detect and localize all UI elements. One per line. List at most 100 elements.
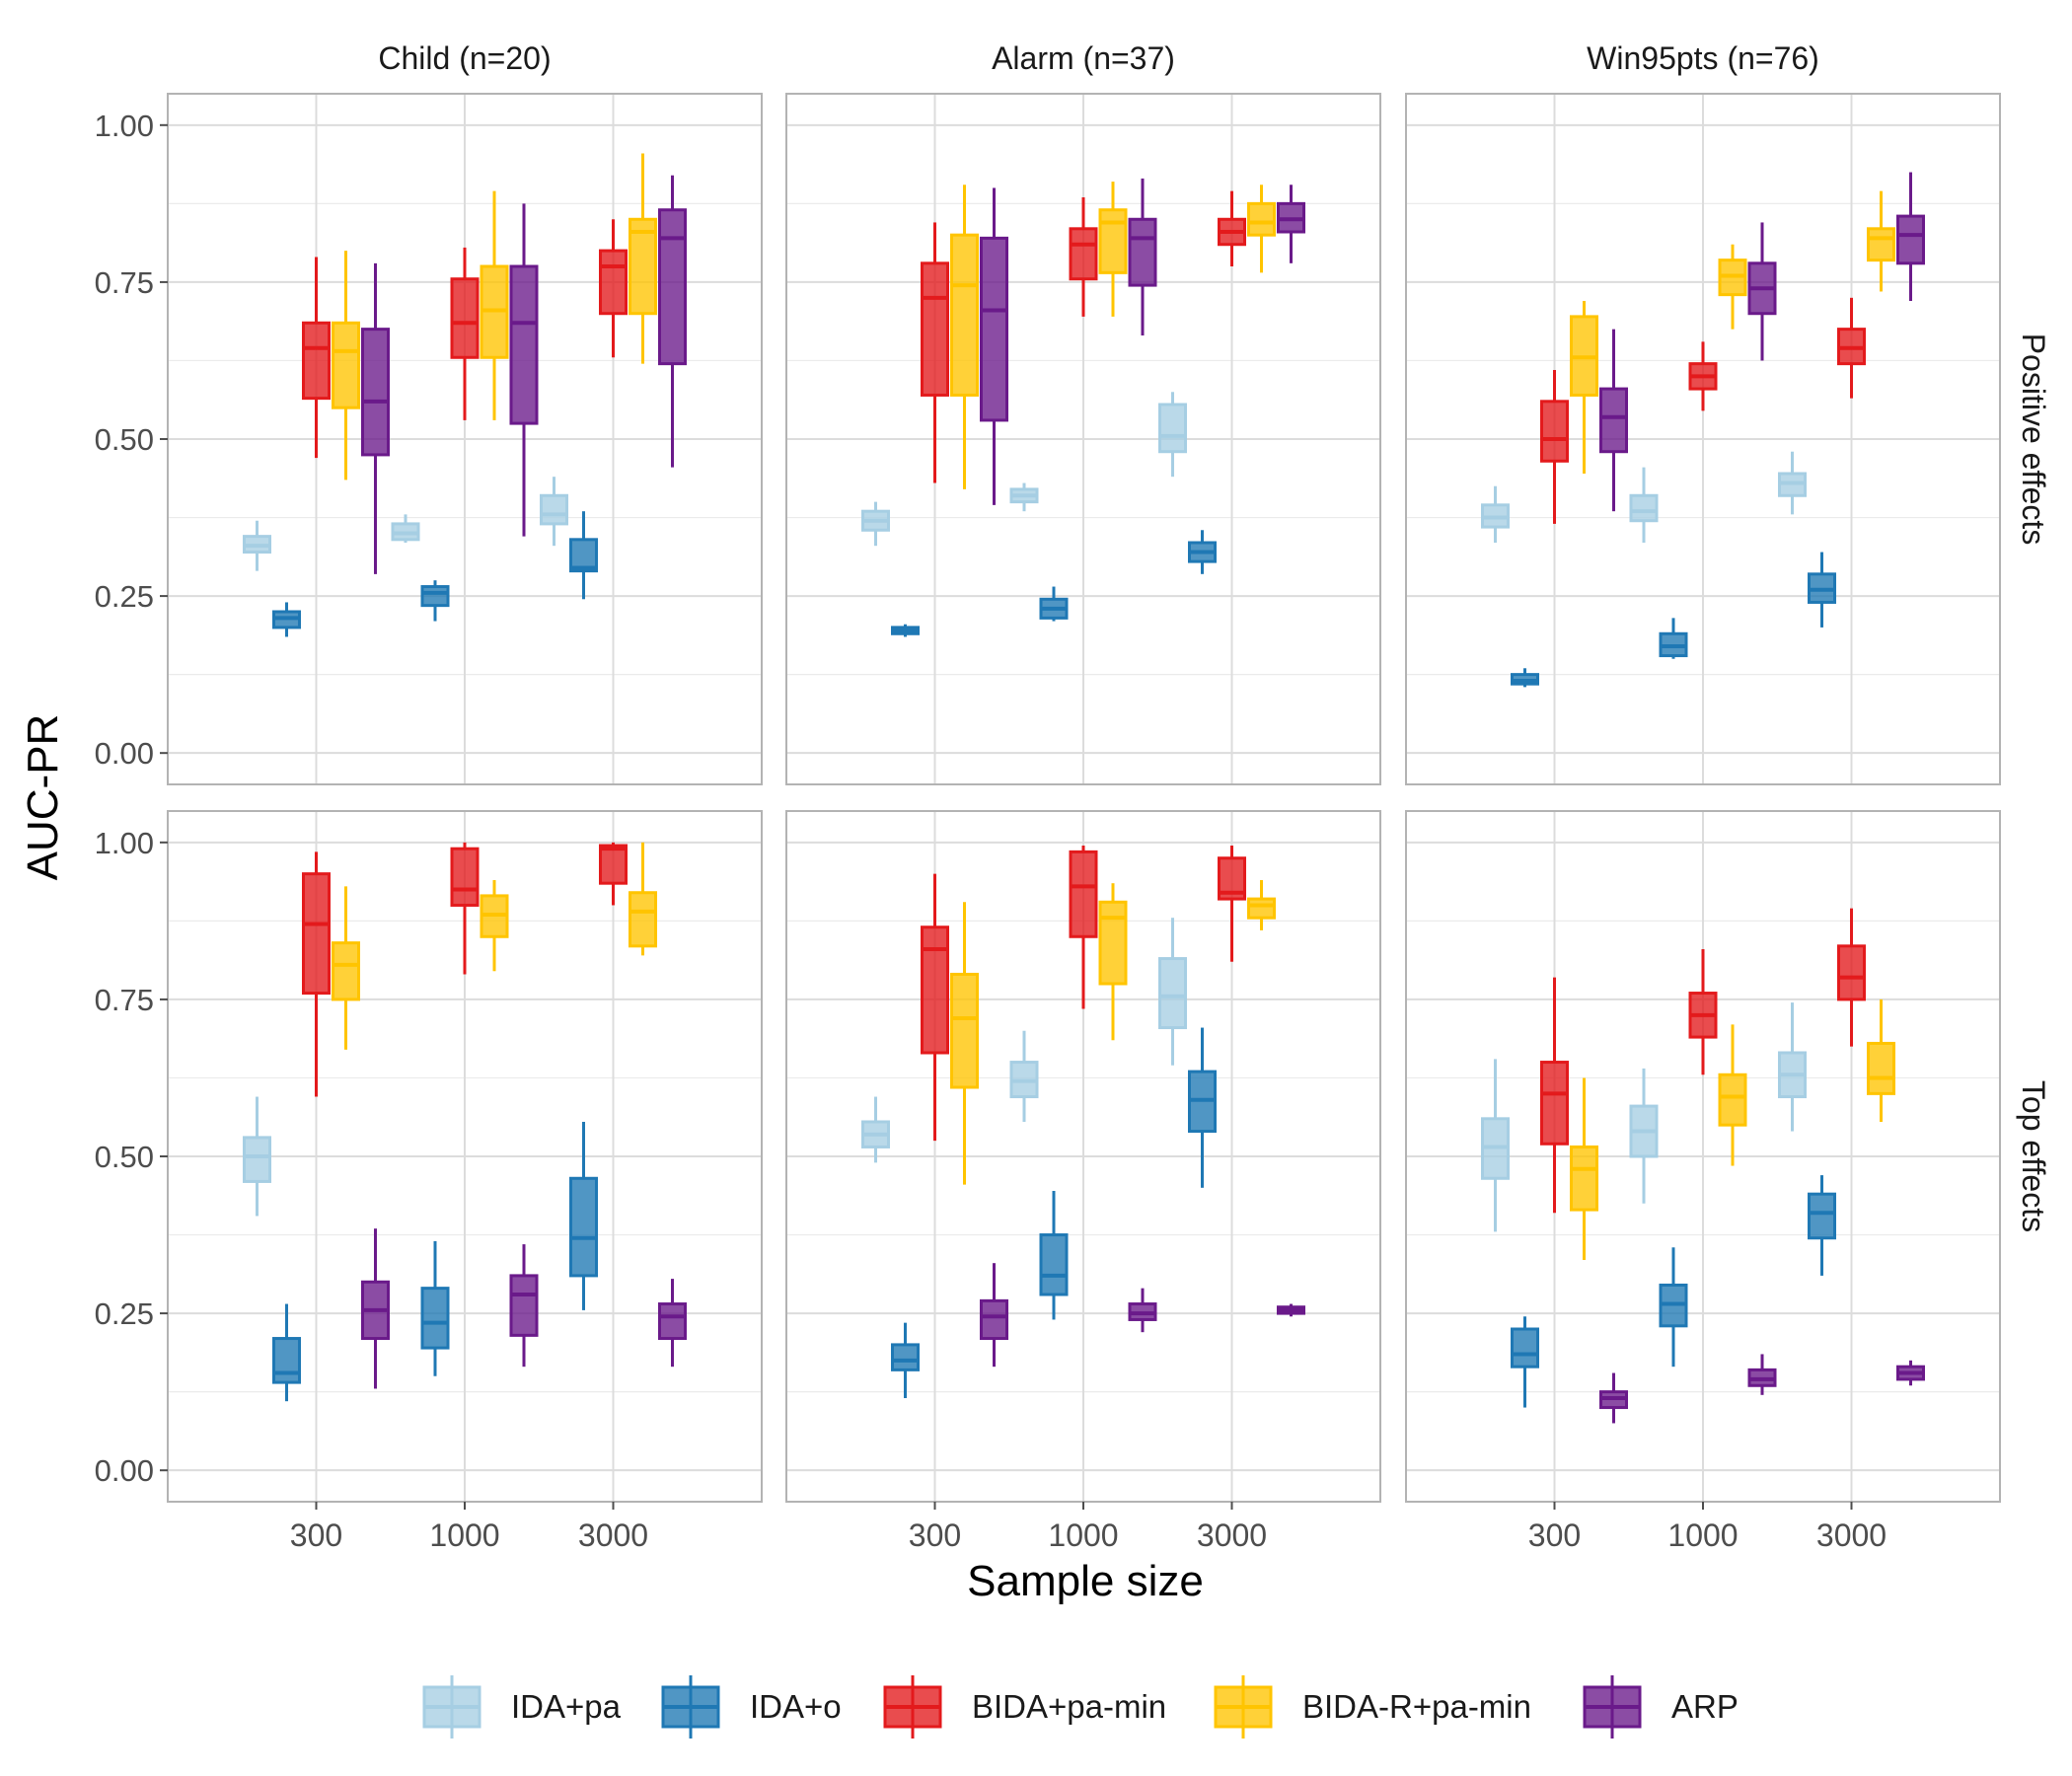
x-tick-label: 3000 [578, 1517, 648, 1553]
y-tick-label: 0.75 [95, 265, 154, 300]
box-body [1247, 897, 1276, 920]
box-body [302, 872, 331, 996]
box-arp-1000 [509, 203, 539, 537]
y-tick-label: 0.75 [95, 983, 154, 1017]
box-ida-o-300 [272, 1303, 301, 1402]
box-bida-pa-min-3000 [1837, 908, 1866, 1047]
panel-border [1405, 93, 2001, 785]
box-body [1629, 493, 1659, 523]
box-body [243, 1136, 271, 1183]
box-arp-1000 [1747, 222, 1777, 361]
box-ida-o-3000 [569, 1122, 598, 1310]
box-body [361, 328, 390, 457]
box-body [980, 1298, 1008, 1341]
box-body [1098, 208, 1128, 274]
box-bida-r-pa-min-300 [950, 185, 979, 489]
box-bida-pa-min-1000 [1069, 197, 1098, 317]
legend-item-bida-r-pa-min: BIDA-R+pa-min [1214, 1675, 1531, 1739]
box-bida-r-pa-min-300 [950, 902, 979, 1185]
column-strip-label: Child (n=20) [378, 40, 551, 76]
box-body [1599, 387, 1628, 454]
box-bida-r-pa-min-300 [332, 251, 360, 481]
box-bida-pa-min-3000 [1837, 297, 1866, 399]
box-body [629, 217, 657, 316]
box-body [1540, 1061, 1569, 1146]
box-arp-1000 [1747, 1354, 1777, 1395]
box-ida-o-1000 [1659, 618, 1688, 659]
legend-item-bida-pa-min: BIDA+pa-min [883, 1675, 1166, 1739]
column-strip-label: Alarm (n=37) [992, 40, 1175, 76]
box-body [1158, 403, 1187, 454]
box-bida-pa-min-300 [302, 851, 331, 1097]
legend-label: IDA+o [750, 1688, 842, 1725]
box-body [921, 925, 949, 1055]
box-ida-o-1000 [1659, 1247, 1688, 1368]
x-tick-label: 1000 [429, 1517, 499, 1553]
box-body [1069, 227, 1098, 281]
box-arp-300 [361, 262, 390, 574]
legend: IDA+pa IDA+o BIDA+pa-min BIDA-R+pa-min ARP [422, 1675, 1739, 1739]
box-arp-3000 [1896, 1360, 1925, 1386]
box-bida-r-pa-min-3000 [1867, 190, 1895, 292]
box-body [569, 538, 598, 573]
box-bida-r-pa-min-3000 [1867, 999, 1895, 1122]
box-ida-o-1000 [420, 1240, 450, 1376]
box-bida-pa-min-1000 [450, 247, 480, 420]
box-body [509, 264, 539, 425]
x-tick-label: 1000 [1048, 1517, 1118, 1553]
box-body [332, 321, 360, 409]
box-ida-pa-300 [861, 1096, 890, 1163]
panel-win95pts-n-76-positive-effects [1405, 93, 2001, 785]
box-body [950, 233, 979, 397]
box-body [1837, 944, 1866, 1001]
box-body [332, 941, 360, 1001]
box-body [599, 249, 628, 316]
box-bida-pa-min-300 [1540, 977, 1569, 1214]
box-body [509, 1274, 539, 1337]
box-ida-pa-3000 [540, 477, 568, 547]
box-ida-o-300 [1511, 668, 1539, 688]
box-ida-pa-3000 [1158, 918, 1187, 1066]
box-arp-300 [980, 187, 1008, 505]
box-arp-3000 [1277, 1303, 1305, 1317]
y-tick-label: 1.00 [95, 109, 154, 143]
box-body [1098, 900, 1128, 986]
box-bida-pa-min-3000 [1218, 846, 1246, 962]
box-ida-pa-300 [861, 501, 890, 547]
y-tick-label: 1.00 [95, 826, 154, 860]
box-bida-pa-min-1000 [450, 842, 480, 975]
box-arp-3000 [658, 175, 687, 468]
legend-label: BIDA+pa-min [972, 1688, 1166, 1725]
box-bida-pa-min-300 [1540, 370, 1569, 524]
box-bida-r-pa-min-1000 [1718, 1024, 1747, 1166]
box-body [1896, 214, 1925, 265]
box-body [450, 277, 480, 359]
box-arp-3000 [1277, 185, 1305, 263]
box-bida-r-pa-min-3000 [1247, 880, 1276, 930]
box-body [921, 261, 949, 397]
box-arp-3000 [1896, 172, 1925, 301]
box-arp-3000 [658, 1279, 687, 1368]
box-bida-pa-min-300 [302, 257, 331, 459]
box-body [658, 208, 687, 366]
box-ida-pa-300 [1481, 1059, 1510, 1232]
box-bida-pa-min-300 [921, 873, 949, 1142]
box-ida-o-300 [1511, 1316, 1539, 1408]
box-ida-pa-300 [1481, 485, 1510, 543]
box-ida-pa-300 [243, 520, 271, 571]
box-body [1247, 201, 1276, 237]
box-body [1808, 1192, 1836, 1240]
y-tick-label: 0.25 [95, 579, 154, 614]
box-arp-300 [980, 1263, 1008, 1368]
box-body [302, 321, 331, 401]
x-tick-label: 300 [909, 1517, 961, 1553]
box-body [540, 493, 568, 526]
box-body [1867, 1041, 1895, 1095]
box-bida-r-pa-min-1000 [480, 880, 509, 972]
panels-layer [167, 93, 2001, 1503]
box-arp-300 [1599, 1372, 1628, 1424]
box-bida-r-pa-min-3000 [1247, 185, 1276, 273]
box-ida-o-1000 [420, 580, 450, 622]
box-body [1718, 1073, 1747, 1127]
